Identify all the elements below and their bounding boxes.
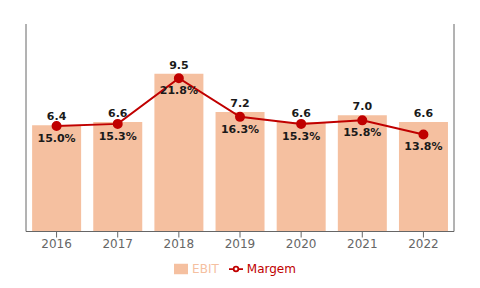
svg-text:6.6: 6.6 [291,107,311,120]
svg-text:6.6: 6.6 [414,107,434,120]
svg-text:21.8%: 21.8% [160,84,198,97]
svg-text:9.5: 9.5 [169,59,189,72]
svg-text:2017: 2017 [102,237,133,251]
svg-text:15.3%: 15.3% [99,130,137,143]
svg-text:2020: 2020 [286,237,317,251]
svg-text:7.0: 7.0 [353,100,373,113]
svg-text:13.8%: 13.8% [404,140,442,153]
svg-text:2021: 2021 [347,237,378,251]
svg-text:15.0%: 15.0% [37,132,75,145]
svg-text:7.2: 7.2 [230,97,250,110]
svg-text:16.3%: 16.3% [221,123,259,136]
svg-text:6.6: 6.6 [108,107,128,120]
svg-text:2022: 2022 [408,237,439,251]
svg-text:2018: 2018 [164,237,195,251]
svg-text:6.4: 6.4 [47,110,67,123]
html-text:EBIT: EBIT [192,261,219,276]
html-text:Margem: Margem [246,261,296,276]
svg-text:15.3%: 15.3% [282,130,320,143]
svg-text:2016: 2016 [41,237,72,251]
svg-text:15.8%: 15.8% [343,126,381,139]
svg-text:2019: 2019 [225,237,256,251]
